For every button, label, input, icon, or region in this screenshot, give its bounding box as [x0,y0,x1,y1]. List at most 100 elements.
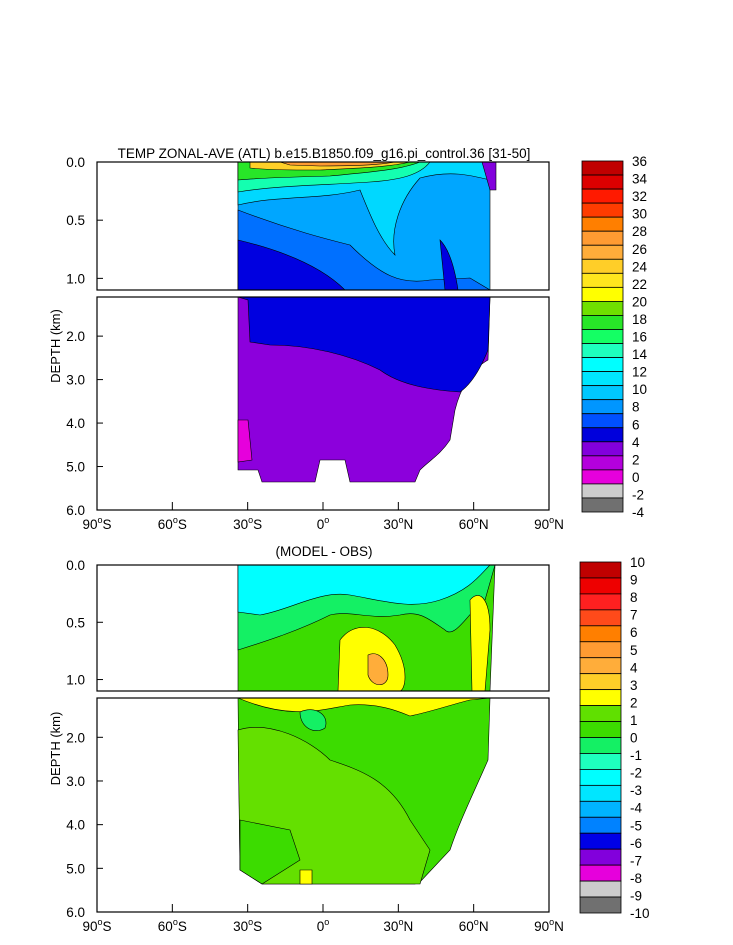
contour-fills [237,162,497,483]
colorbar-box [579,641,622,659]
colorbar-label: 6 [632,417,640,432]
contour-region [299,709,327,732]
colorbar-label: 8 [632,400,640,415]
y-tick-label: 0.0 [66,558,85,573]
x-tick-label: 90oN [534,917,564,934]
colorbar-box [579,625,622,643]
x-tick-label: 0o [317,917,330,934]
contour-region [237,296,491,393]
colorbar-box [581,315,624,330]
colorbar-box [581,469,624,485]
contour-region [469,595,491,692]
colorbar-box [579,721,622,738]
colorbar-box [579,705,622,722]
colorbar-box [581,230,624,246]
colorbar-label: 24 [632,259,648,274]
colorbar-box [581,216,624,232]
colorbar-box [581,188,624,204]
y-tick-label: 4.0 [66,818,85,833]
colorbar-box [581,413,624,429]
colorbar-box [581,329,624,344]
colorbar-box [579,800,622,818]
colorbar-label: -5 [630,818,642,833]
contour-region [239,819,301,885]
colorbar-box [579,673,622,691]
chart-panel-2: (MODEL - OBS) DEPTH (km) 0.0 0.5 1.0 2.0 3.0 4.… [48,544,650,934]
colorbar-box [579,657,622,675]
x-tick-label: 90oS [82,515,111,532]
x-tick-label: 60oN [459,917,489,934]
contour-fills [237,565,496,885]
colorbar-label: 18 [632,312,647,327]
colorbar-box [581,160,624,176]
y-tick-label: 3.0 [66,774,85,789]
colorbar-box [579,737,622,754]
colorbar-label: 4 [632,435,640,450]
colorbar-label: -10 [630,906,650,921]
y-tick-label: 5.0 [66,460,85,475]
x-tick-label: 60oN [459,515,489,532]
colorbar-box [581,399,624,415]
contour-region [237,565,491,616]
colorbar-box [581,258,624,274]
colorbar-label: 12 [632,365,647,380]
colorbar-label: 8 [630,590,638,605]
colorbar-box [581,483,624,499]
y-tick-label: 5.0 [66,861,85,876]
colorbar-box [579,593,622,611]
colorbar-box [581,286,624,302]
y-tick-label: 2.0 [66,329,85,344]
colorbar-label: -8 [630,871,642,886]
colorbar-box [579,864,622,882]
colorbar-label: 2 [632,452,640,467]
y-axis-label: DEPTH (km) [48,309,63,383]
contour-region [237,419,253,463]
colorbar-label: -7 [630,853,642,868]
y-tick-label: 6.0 [66,905,85,920]
colorbar-box [579,816,622,834]
colorbar-label: -1 [630,748,642,763]
colorbar-box [579,848,622,866]
colorbar-label: 32 [632,189,647,204]
colorbar-box [579,769,622,786]
colorbar-label: 34 [632,172,648,187]
upper-frame [96,564,550,692]
contour-region [367,653,389,686]
colorbar-label: 4 [630,660,638,675]
colorbar-label: -3 [630,783,642,798]
chart-title: TEMP ZONAL-AVE (ATL) b.e15.B1850.f09_g16… [118,146,531,161]
colorbar-label: 20 [632,294,647,309]
x-tick-label: 90oS [82,917,111,934]
colorbar-box [579,561,622,579]
chart-panel-1: TEMP ZONAL-AVE (ATL) b.e15.B1850.f09_g16… [48,146,648,532]
y-axis-label: DEPTH (km) [48,712,63,786]
colorbar-box [579,609,622,627]
colorbar-label: 16 [632,330,647,345]
colorbar-box [579,880,622,898]
colorbar-label: -4 [630,801,642,816]
colorbar-label: 36 [632,154,647,169]
colorbar-box [579,832,622,850]
colorbar-label: 22 [632,277,647,292]
y-tick-label: 0.5 [66,615,85,630]
colorbar-label: -9 [630,888,642,903]
colorbar-box [579,577,622,595]
colorbar-label: -2 [632,487,644,502]
colorbar-label: 30 [632,207,647,222]
x-tick-label: 30oS [233,515,262,532]
y-tick-label: 4.0 [66,416,85,431]
x-tick-label: 0o [317,515,330,532]
colorbar-box [581,202,624,218]
colorbar-label: 10 [630,555,645,570]
colorbar-box [581,244,624,260]
colorbar-box [581,385,624,401]
colorbar-box [579,784,622,802]
colorbar-label: 6 [630,625,638,640]
colorbar-box [579,896,622,914]
colorbar-label: 2 [630,695,638,710]
colorbar-label: 10 [632,382,647,397]
contour-region [481,162,497,191]
colorbar-box [581,441,624,457]
